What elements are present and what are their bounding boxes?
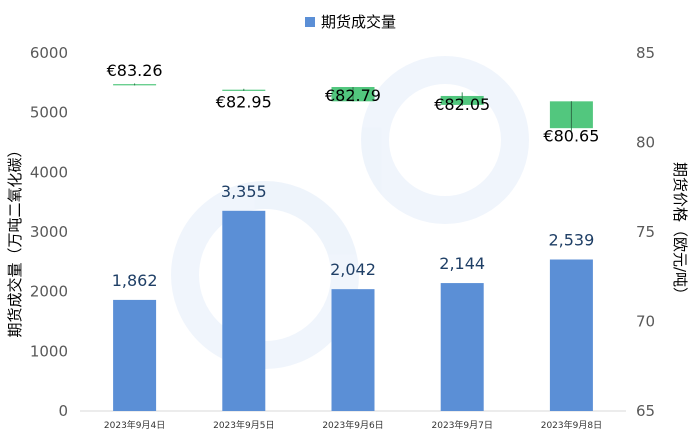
bar-value-label: 2,144 bbox=[439, 254, 485, 273]
bar bbox=[113, 299, 157, 411]
bar bbox=[440, 283, 484, 411]
x-tick-label: 2023年9月6日 bbox=[322, 419, 383, 431]
x-tick-label: 2023年9月5日 bbox=[213, 419, 274, 431]
y-tick-label: 2000 bbox=[30, 283, 68, 301]
bar-value-label: 2,042 bbox=[330, 260, 376, 279]
price-label: €83.26 bbox=[107, 61, 163, 80]
bar bbox=[549, 259, 593, 411]
bar bbox=[331, 289, 375, 411]
legend: 期货成交量 bbox=[305, 13, 396, 31]
y-tick-label: 1000 bbox=[30, 342, 68, 360]
y-axis-title: 期货成交量（万吨二氧化碳） bbox=[6, 142, 24, 337]
y-tick-label: 5000 bbox=[30, 104, 68, 122]
x-tick-label: 2023年9月8日 bbox=[541, 419, 602, 431]
price-label: €82.95 bbox=[216, 93, 272, 112]
bar bbox=[222, 210, 266, 411]
bar-value-label: 1,862 bbox=[112, 271, 158, 290]
candlestick-series: €83.26 €82.95 €82.79 €82.05 €80.65 bbox=[107, 61, 600, 145]
y-tick-label: 0 bbox=[58, 402, 68, 420]
price-label: €82.79 bbox=[325, 86, 381, 105]
x-tick-label: 2023年9月4日 bbox=[104, 419, 165, 431]
y-tick-label: 4000 bbox=[30, 163, 68, 181]
x-axis-ticks: 2023年9月4日 2023年9月5日 2023年9月6日 2023年9月7日 2023… bbox=[104, 419, 602, 431]
y2-axis-title: 期货价格（欧元/吨） bbox=[671, 162, 689, 302]
x-tick-label: 2023年9月7日 bbox=[432, 419, 493, 431]
legend-swatch bbox=[305, 17, 315, 27]
bar-value-label: 3,355 bbox=[221, 182, 267, 201]
legend-label: 期货成交量 bbox=[321, 13, 396, 31]
y2-tick-label: 85 bbox=[636, 44, 655, 62]
y2-tick-label: 65 bbox=[636, 402, 655, 420]
y-tick-label: 6000 bbox=[30, 44, 68, 62]
bar-value-label: 2,539 bbox=[548, 231, 594, 250]
y2-axis-ticks: 65 70 75 80 85 bbox=[636, 44, 655, 420]
y2-tick-label: 70 bbox=[636, 313, 655, 331]
price-label: €80.65 bbox=[543, 126, 599, 145]
bar-series: 1,862 3,355 2,042 2,144 2,539 bbox=[112, 182, 594, 411]
y2-tick-label: 75 bbox=[636, 223, 655, 241]
y2-tick-label: 80 bbox=[636, 134, 655, 152]
y-axis-ticks: 0 1000 2000 3000 4000 5000 6000 bbox=[30, 44, 68, 420]
price-label: €82.05 bbox=[434, 95, 490, 114]
y-tick-label: 3000 bbox=[30, 223, 68, 241]
